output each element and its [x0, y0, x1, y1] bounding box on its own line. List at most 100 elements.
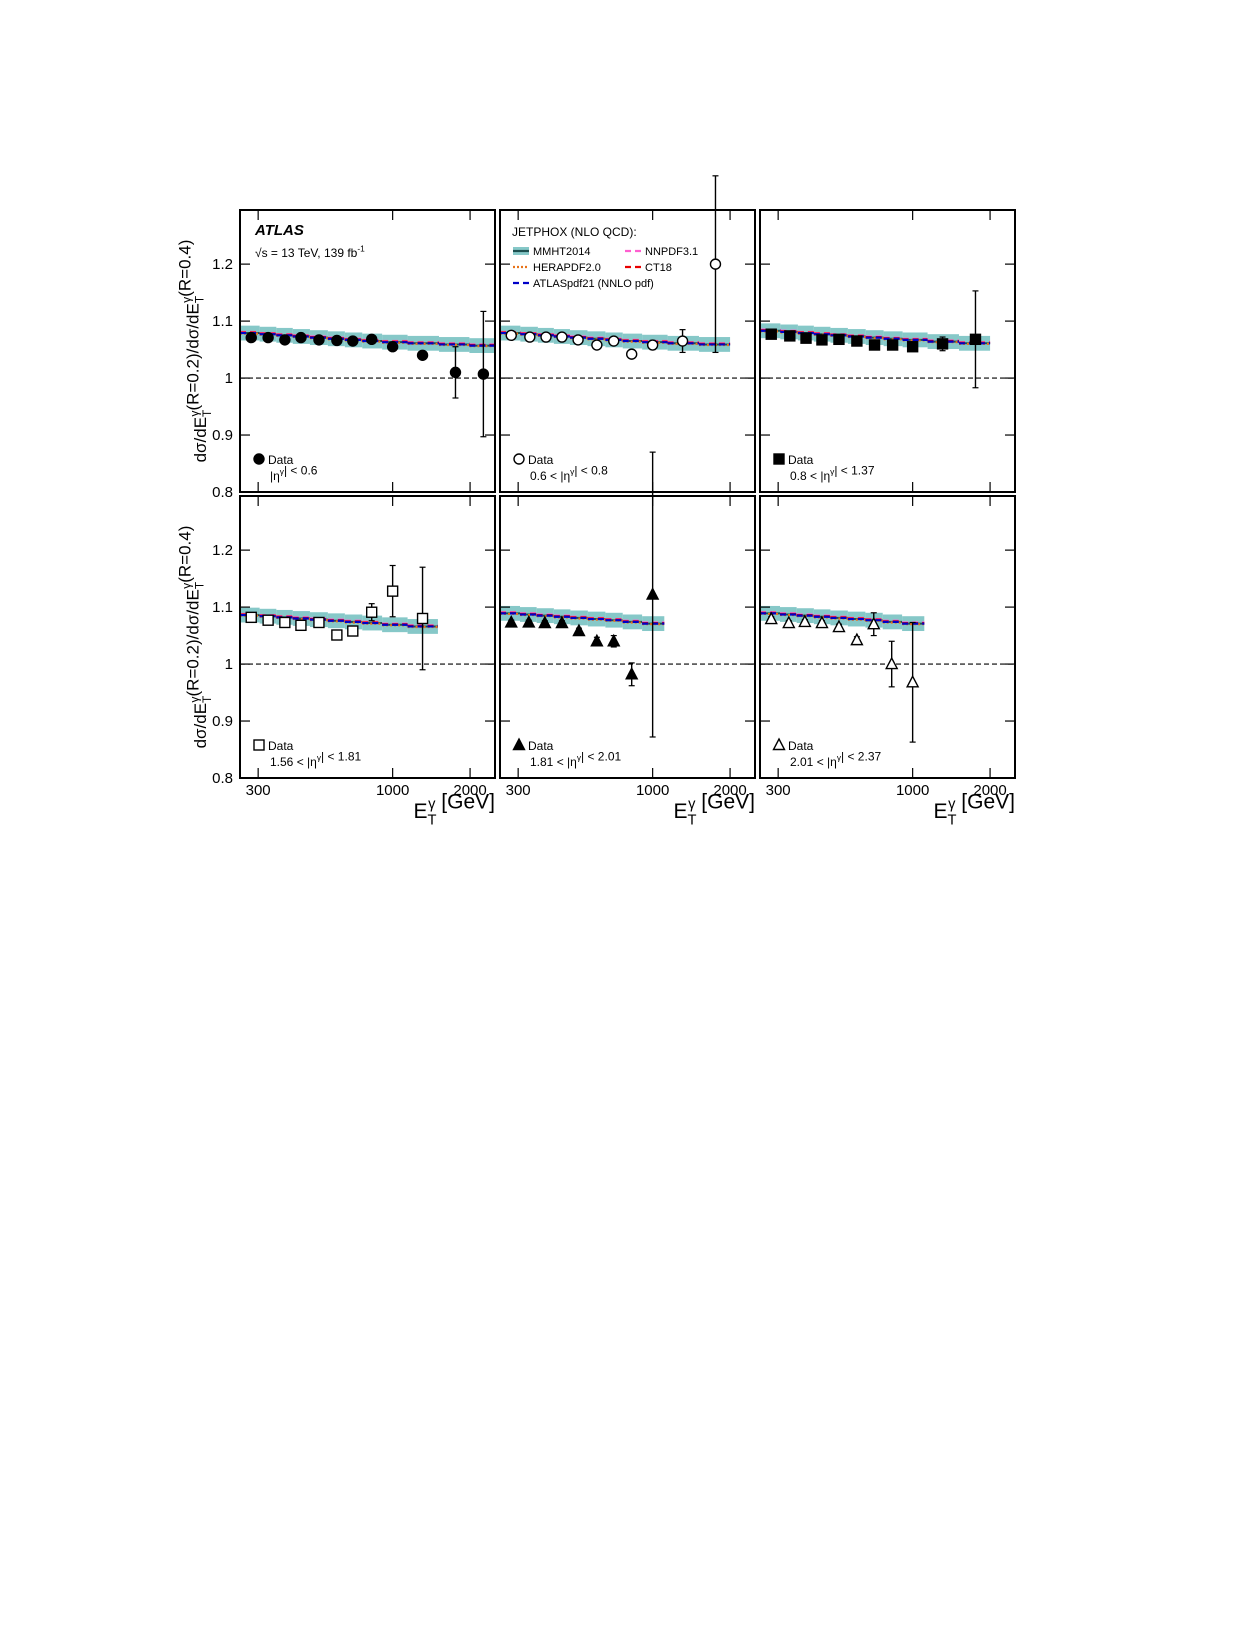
data-point — [538, 615, 552, 629]
data-point — [295, 331, 307, 344]
panel-frame — [239, 495, 496, 779]
data-point — [524, 331, 536, 343]
y-axis-label: dσ/dETγ(R=0.2)/dσ/dETγ(R=0.4) — [176, 240, 214, 463]
data-point — [365, 606, 378, 618]
legend-label: CT18 — [645, 262, 672, 274]
data-point — [646, 339, 659, 351]
legend-label: NNPDF3.1 — [645, 246, 698, 258]
data-point — [295, 619, 307, 632]
y-axis-label: dσ/dETγ(R=0.2)/dσ/dETγ(R=0.4) — [176, 526, 214, 749]
data-point — [262, 614, 274, 626]
region-label: 2.01 < |ηγ| < 2.37 — [790, 750, 881, 769]
data-point — [504, 614, 518, 628]
y-tick-label: 0.9 — [212, 713, 233, 730]
legend-marker — [253, 453, 265, 465]
data-point — [245, 331, 257, 344]
x-tick-label: 300 — [506, 782, 531, 799]
data-point — [764, 611, 778, 625]
data-point — [365, 333, 378, 346]
panel — [500, 605, 755, 665]
data-point — [765, 328, 777, 340]
legend-marker — [773, 453, 785, 465]
x-tick-label: 2000 — [713, 782, 746, 799]
panel-frame — [499, 495, 756, 779]
x-tick-label: 1000 — [636, 782, 669, 799]
data-point — [676, 335, 689, 347]
data-point — [867, 616, 881, 630]
data-point — [245, 611, 257, 624]
legend-label: Data — [788, 739, 814, 753]
y-tick-label: 1 — [225, 656, 233, 673]
legend-label: Data — [528, 739, 554, 753]
panel-frame — [759, 209, 1016, 493]
legend-marker — [513, 453, 525, 465]
panel — [760, 605, 1015, 665]
x-tick-label: 1000 — [376, 782, 409, 799]
data-point — [625, 666, 639, 680]
panel-frame — [499, 209, 756, 493]
panel-frame — [759, 495, 1016, 779]
y-tick-label: 0.9 — [212, 427, 233, 444]
data-point — [798, 614, 812, 628]
data-point — [886, 339, 899, 351]
data-point — [591, 339, 603, 351]
data-point — [784, 330, 796, 342]
data-point — [331, 334, 343, 347]
data-point — [262, 331, 274, 344]
legend-label: Data — [268, 453, 294, 467]
data-point — [590, 633, 604, 647]
legend-label: HERAPDF2.0 — [533, 262, 601, 274]
x-axis-label: ETγ [GeV] — [674, 791, 755, 829]
region-label: 0.8 < |ηγ| < 1.37 — [790, 464, 875, 483]
x-axis-label: ETγ [GeV] — [934, 791, 1015, 829]
x-tick-label: 300 — [766, 782, 791, 799]
data-point — [313, 334, 325, 346]
data-point — [868, 339, 881, 351]
data-point — [313, 616, 325, 629]
data-point — [347, 625, 359, 637]
data-point — [607, 633, 621, 647]
data-point — [556, 331, 568, 343]
data-point — [522, 614, 536, 628]
data-point — [386, 585, 399, 597]
data-point — [936, 338, 949, 350]
legend-label: MMHT2014 — [533, 246, 590, 258]
legend-label: Data — [268, 739, 294, 753]
x-tick-label: 300 — [246, 782, 271, 799]
data-point — [906, 341, 919, 353]
legend-marker — [253, 739, 265, 751]
legend-label: Data — [788, 453, 814, 467]
data-point — [331, 629, 343, 641]
x-tick-label: 1000 — [896, 782, 929, 799]
data-point — [572, 623, 586, 637]
data-point — [279, 616, 291, 629]
y-tick-label: 1.1 — [212, 599, 233, 616]
data-point — [800, 332, 812, 344]
region-label: |ηγ| < 0.6 — [270, 464, 318, 483]
data-point — [477, 368, 490, 380]
data-point — [832, 619, 846, 633]
data-point — [416, 612, 429, 625]
data-point — [279, 334, 291, 346]
data-point — [608, 335, 620, 347]
legend-label: Data — [528, 453, 554, 467]
panel-frame — [239, 209, 496, 493]
data-point — [505, 329, 517, 342]
legend-marker — [772, 737, 786, 751]
region-label: 0.6 < |ηγ| < 0.8 — [530, 464, 608, 483]
data-point — [851, 335, 863, 347]
data-point — [850, 632, 864, 646]
data-point — [449, 366, 462, 379]
data-point — [815, 615, 829, 629]
data-point — [969, 333, 982, 346]
data-point — [905, 674, 920, 688]
region-label: 1.56 < |ηγ| < 1.81 — [270, 750, 361, 769]
data-point — [885, 656, 899, 670]
data-point — [645, 587, 660, 600]
legend-marker — [512, 737, 526, 751]
atlas-label: ATLAS — [254, 222, 304, 239]
y-tick-label: 1.2 — [212, 256, 233, 273]
data-point — [625, 348, 638, 360]
